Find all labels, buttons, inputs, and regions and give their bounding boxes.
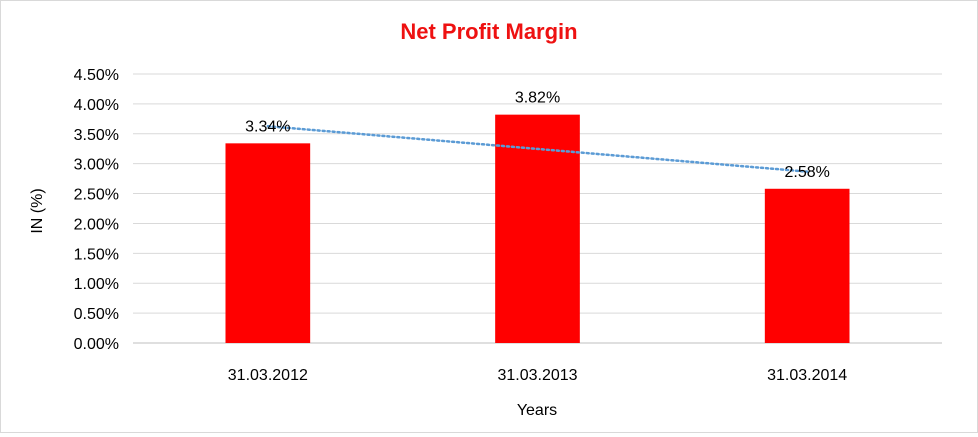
y-tick-label: 2.50% xyxy=(74,187,119,204)
y-tick-label: 1.50% xyxy=(74,246,119,263)
data-labels: 3.34% 3.82% 2.58% xyxy=(245,90,830,181)
y-tick-label: 3.00% xyxy=(74,157,119,174)
y-tick-label: 4.50% xyxy=(74,67,119,84)
y-tick-label: 0.50% xyxy=(74,306,119,323)
trendline xyxy=(266,124,809,173)
y-tick-label: 2.00% xyxy=(74,216,119,233)
bar-31.03.2013 xyxy=(495,114,580,343)
y-tick-label: 3.50% xyxy=(74,127,119,144)
x-tick-label: 31.03.2012 xyxy=(228,367,308,384)
data-label: 2.58% xyxy=(784,164,829,181)
x-tick-label: 31.03.2013 xyxy=(497,367,577,384)
trendline-layer xyxy=(266,124,809,173)
chart-title: Net Profit Margin xyxy=(400,19,577,44)
data-label: 3.34% xyxy=(245,118,290,135)
y-axis-ticks: 0.00% 0.50% 1.00% 1.50% 2.00% 2.50% 3.00% 3.50%… xyxy=(74,67,119,353)
y-axis-title: IN (%) xyxy=(29,188,46,233)
bars xyxy=(225,114,850,343)
y-tick-label: 1.00% xyxy=(74,276,119,293)
x-axis-title: Years xyxy=(517,402,557,419)
bar-31.03.2014 xyxy=(764,188,850,343)
x-tick-label: 31.03.2014 xyxy=(767,367,847,384)
data-label: 3.82% xyxy=(515,90,560,107)
bar-31.03.2012 xyxy=(225,143,311,343)
y-tick-label: 0.00% xyxy=(74,336,119,353)
x-axis-ticks: 31.03.2012 31.03.2013 31.03.2014 xyxy=(228,367,848,384)
y-tick-label: 4.00% xyxy=(74,97,119,114)
